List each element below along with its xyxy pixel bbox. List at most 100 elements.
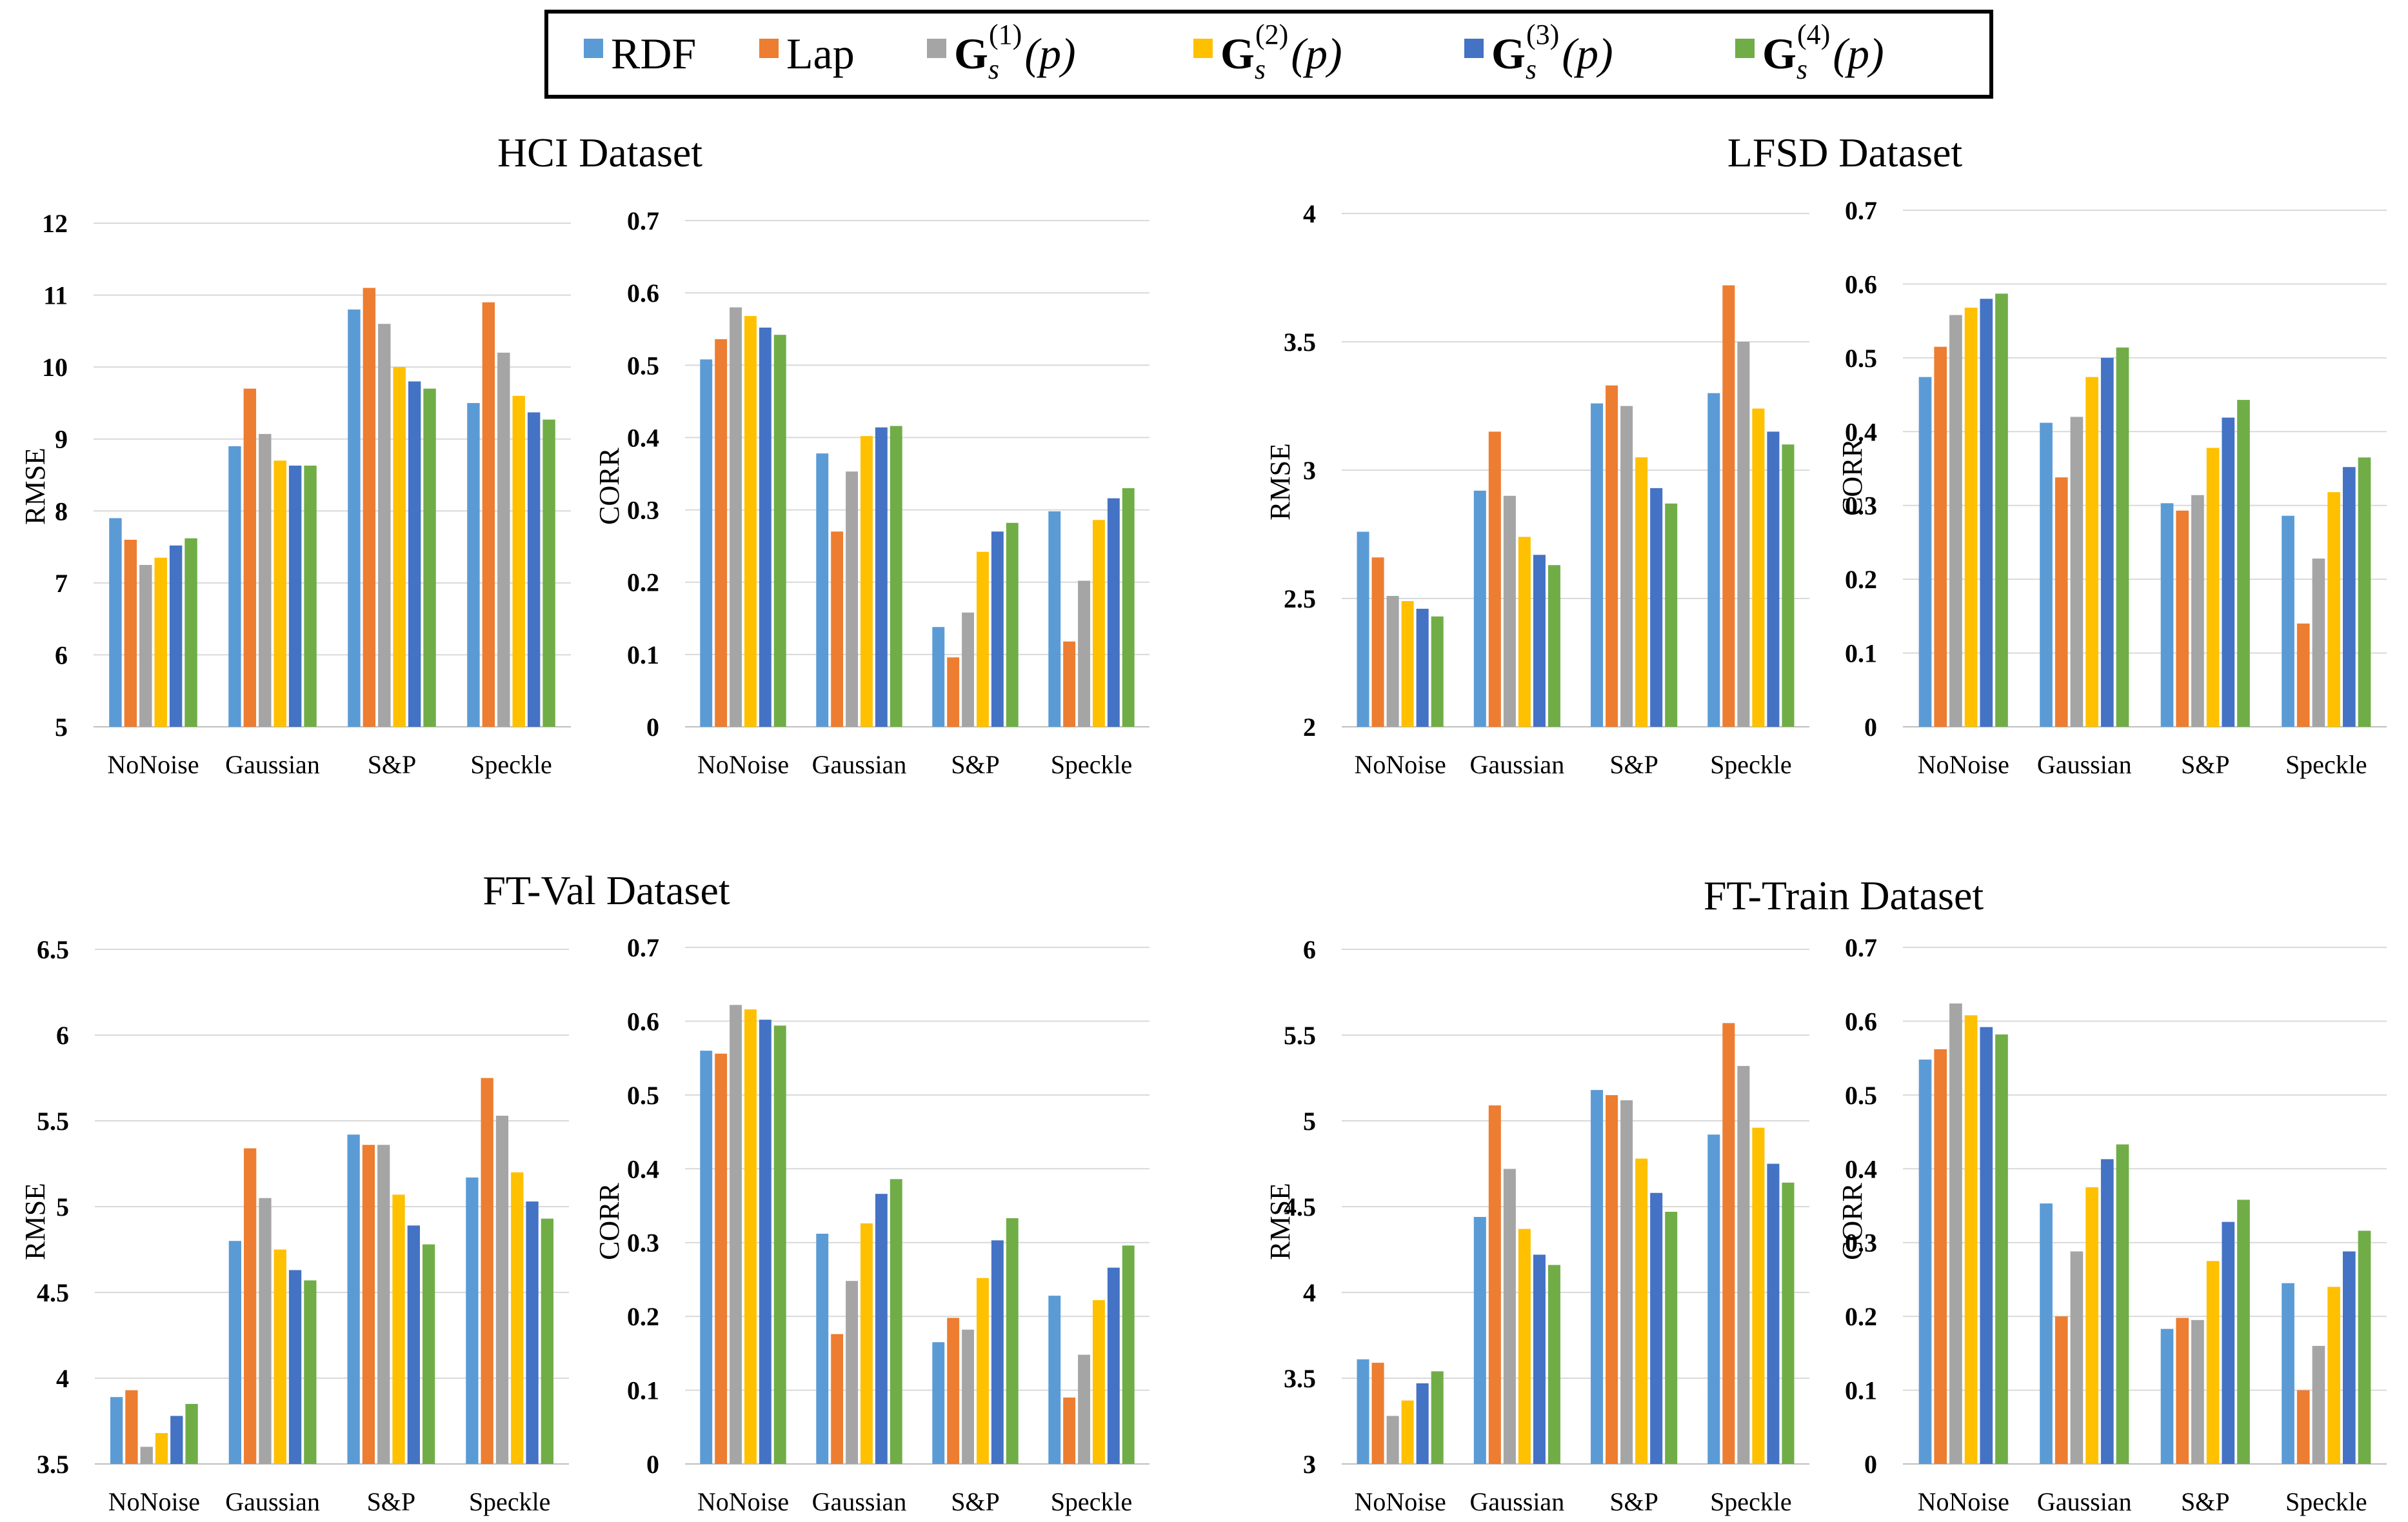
category-label: Speckle (1051, 750, 1133, 779)
bar-g3-speckle (1767, 431, 1780, 727)
category-label: Speckle (2285, 750, 2367, 779)
legend-swatch-lap (759, 39, 779, 58)
bar-g3-gaussian (875, 427, 888, 727)
category-label: Gaussian (1470, 1487, 1565, 1516)
bar-g1-speckle (495, 1116, 509, 1464)
bar-g4-sandp (1665, 1211, 1678, 1464)
y-tick-label: 0 (646, 713, 659, 742)
bar-g1-sandp (378, 324, 391, 727)
category-label: S&P (951, 750, 1000, 779)
y-tick-label: 3.5 (1284, 1364, 1316, 1393)
y-tick-label: 0.6 (627, 1007, 659, 1036)
bar-rdf-gaussian (2040, 1203, 2053, 1464)
bar-lap-speckle (482, 302, 495, 727)
y-tick-label: 2 (1303, 713, 1316, 742)
bar-g3-gaussian (1533, 1254, 1546, 1464)
bar-rdf-speckle (466, 1177, 479, 1464)
legend-label-g4: Gs(4)(p) (1762, 19, 1884, 85)
bar-lap-sandp (2176, 510, 2189, 727)
category-label: Speckle (1710, 1487, 1792, 1516)
bar-g2-nonoise (1401, 1400, 1414, 1464)
title-hci: HCI Dataset (497, 130, 702, 175)
bar-lap-nonoise (715, 1053, 728, 1464)
bar-g2-gaussian (274, 460, 286, 727)
bar-g3-gaussian (875, 1194, 888, 1464)
y-tick-label: 0.1 (627, 640, 659, 669)
y-tick-label: 0.3 (627, 1229, 659, 1258)
bar-g4-sandp (422, 1244, 435, 1464)
y-axis-label: RMSE (19, 448, 51, 525)
bar-g2-nonoise (744, 1009, 757, 1464)
bar-g4-nonoise (1431, 616, 1444, 727)
bar-lap-nonoise (1371, 1363, 1384, 1464)
y-tick-label: 0.2 (1845, 1302, 1877, 1331)
bar-g3-sandp (2222, 417, 2235, 727)
bar-lap-sandp (1606, 385, 1618, 727)
chart-1: 5 6 7 8 9 10 11 12 RMSE NoNoise Gaussian S&P Speckle (19, 209, 571, 779)
y-tick-label: 0.3 (1845, 491, 1877, 520)
y-tick-label: 5.5 (1284, 1021, 1316, 1050)
y-tick-label: 0.7 (1845, 196, 1877, 225)
bar-rdf-speckle (2282, 1283, 2294, 1464)
y-tick-label: 11 (43, 281, 68, 310)
bar-g1-gaussian (259, 1198, 272, 1464)
category-label: NoNoise (1355, 1487, 1446, 1516)
bar-g2-sandp (393, 367, 406, 727)
bar-lap-nonoise (1934, 346, 1947, 727)
bar-g3-sandp (2222, 1221, 2235, 1464)
bar-g1-sandp (377, 1145, 390, 1464)
category-label: Gaussian (812, 1487, 907, 1516)
bar-g1-sandp (1620, 406, 1633, 727)
y-tick-label: 4 (56, 1364, 69, 1393)
chart-4: 0 0.1 0.2 0.3 0.4 0.5 0.6 0.7 CORR NoNoise Gaussia… (1836, 196, 2387, 779)
bar-rdf-speckle (1048, 1296, 1061, 1464)
y-tick-label: 0.2 (627, 568, 659, 597)
y-tick-label: 0.2 (1845, 565, 1877, 594)
bar-g1-speckle (2312, 558, 2325, 727)
bar-g4-sandp (1665, 503, 1678, 727)
category-label: Gaussian (812, 750, 907, 779)
bar-g1-speckle (1737, 1065, 1750, 1464)
title-ft-val: FT-Val Dataset (483, 867, 730, 913)
category-label: Speckle (2285, 1487, 2367, 1516)
bar-g3-gaussian (2100, 1159, 2114, 1464)
bar-g1-nonoise (730, 1005, 742, 1464)
legend-item-g3: Gs(3)(p) (1464, 19, 1613, 85)
bar-g4-gaussian (1547, 1265, 1560, 1464)
bar-rdf-gaussian (228, 1241, 242, 1464)
bar-g1-nonoise (1386, 1416, 1399, 1464)
bar-g4-gaussian (1547, 565, 1560, 727)
bar-g4-nonoise (773, 335, 786, 727)
bar-g4-gaussian (890, 1179, 902, 1464)
bar-g2-speckle (2327, 1287, 2340, 1464)
bar-lap-sandp (1606, 1095, 1618, 1464)
y-tick-label: 0.2 (627, 1302, 659, 1331)
y-tick-label: 0.5 (1845, 1081, 1877, 1110)
y-tick-label: 12 (42, 209, 68, 238)
y-tick-label: 5 (55, 713, 68, 742)
bar-g2-nonoise (744, 316, 757, 727)
bar-lap-gaussian (243, 388, 257, 727)
bar-g2-gaussian (2085, 377, 2098, 727)
bar-g2-nonoise (1964, 308, 1978, 727)
y-tick-label: 0 (1864, 713, 1877, 742)
bar-rdf-sandp (348, 309, 361, 727)
y-tick-label: 0.7 (627, 933, 659, 962)
bar-rdf-gaussian (1473, 490, 1486, 727)
bar-g4-speckle (1782, 444, 1795, 727)
title-ft-train: FT-Train Dataset (1704, 873, 1984, 918)
bar-g1-sandp (1620, 1100, 1633, 1464)
bar-g2-gaussian (274, 1249, 286, 1464)
bar-rdf-sandp (2160, 1329, 2174, 1464)
bar-lap-gaussian (2055, 1316, 2068, 1464)
bar-g1-gaussian (1503, 1169, 1516, 1464)
chart-7: 3 3.5 4 4.5 5 5.5 6 RMSE NoNoise Gaussian S&P Speck… (1264, 935, 1809, 1516)
category-label: S&P (2181, 1487, 2230, 1516)
bar-g2-speckle (1752, 1127, 1765, 1464)
bar-g3-gaussian (1533, 555, 1546, 727)
bar-g4-gaussian (2116, 1144, 2129, 1464)
bar-g4-speckle (1122, 488, 1135, 727)
y-axis-label: RMSE (19, 1183, 51, 1260)
bar-g3-gaussian (288, 1270, 302, 1464)
bar-g2-gaussian (861, 1223, 873, 1464)
